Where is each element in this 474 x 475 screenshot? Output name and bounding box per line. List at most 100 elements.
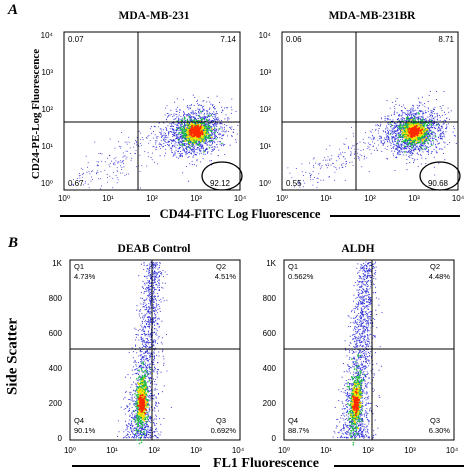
x-tick: 10² [146,194,158,203]
event-dot [420,163,422,165]
event-dot [109,155,111,157]
event-dot [224,131,226,133]
event-dot [396,134,397,136]
event-dot [351,147,353,149]
event-dot [396,148,398,150]
event-dot [393,146,395,148]
event-dot [180,118,182,120]
event-dot [173,140,175,142]
event-dot [184,122,186,124]
event-dot [204,109,206,111]
event-dot [194,145,196,147]
event-dot [387,131,389,133]
event-dot [205,118,208,121]
event-dot [106,173,108,175]
event-dot [211,134,213,136]
event-dot [444,146,446,148]
event-dot [213,148,215,150]
event-dot [408,156,410,158]
event-dot [88,171,90,173]
event-dot [394,108,396,110]
event-dot [118,145,120,147]
event-dot [221,106,223,108]
event-dot [407,110,409,112]
event-dot [433,117,435,119]
event-dot [438,124,440,126]
event-dot [229,126,231,128]
event-dot [174,151,176,153]
event-dot [425,125,428,127]
event-dot [196,100,198,102]
event-dot [344,158,346,160]
event-dot [380,123,382,125]
event-dot [310,175,312,177]
event-dot [414,112,416,115]
event-dot [213,124,215,126]
event-dot [391,124,393,127]
event-dot [212,149,214,151]
event-dot [346,161,347,163]
event-dot [430,127,432,129]
event-dot [405,147,407,149]
event-dot [407,112,409,114]
event-dot [200,130,203,132]
event-dot [447,107,449,109]
event-dot [299,183,301,185]
event-dot [426,146,429,148]
event-dot [396,156,398,158]
event-dot [375,128,377,130]
event-dot [416,118,419,120]
event-dot [216,118,218,120]
event-dot [427,126,429,129]
event-dot [80,167,82,169]
event-dot [180,154,182,156]
event-dot [446,117,448,120]
event-dot [215,135,217,137]
event-dot [418,147,420,150]
event-dot [434,116,436,118]
event-dot [415,146,417,148]
event-dot [422,117,424,119]
event-dot [405,147,408,150]
event-dot [422,114,424,116]
event-dot [409,156,411,159]
event-dot [186,128,189,131]
event-dot [407,118,409,120]
event-dot [188,147,190,149]
event-dot [441,114,443,116]
event-dot [152,131,155,133]
event-dot [178,136,180,138]
event-dot [365,132,367,134]
event-dot [222,110,224,112]
event-dot [172,155,174,157]
event-dot [169,147,171,149]
event-dot [159,128,161,130]
event-dot [436,128,438,130]
event-dot [198,129,201,132]
event-dot [339,148,341,150]
event-dot [217,141,219,143]
event-dot [313,166,315,168]
event-dot [197,119,199,122]
event-dot [160,131,162,133]
event-dot [412,109,414,111]
event-dot [392,142,394,143]
event-dot [115,160,117,162]
plot-a1-title: MDA-MB-231 [118,10,190,22]
event-dot [370,144,372,146]
event-dot [209,141,211,143]
event-dot [391,127,393,129]
event-dot [212,133,214,135]
event-dot [166,127,168,129]
event-dot [122,162,124,164]
event-dot [213,108,215,110]
event-dot [327,163,329,165]
event-dot [195,112,198,115]
event-dot [162,134,164,136]
event-dot [177,116,179,118]
event-dot [209,123,211,125]
event-dot [338,157,340,159]
event-dot [428,126,430,129]
event-dot [404,125,406,128]
event-dot [444,136,446,138]
